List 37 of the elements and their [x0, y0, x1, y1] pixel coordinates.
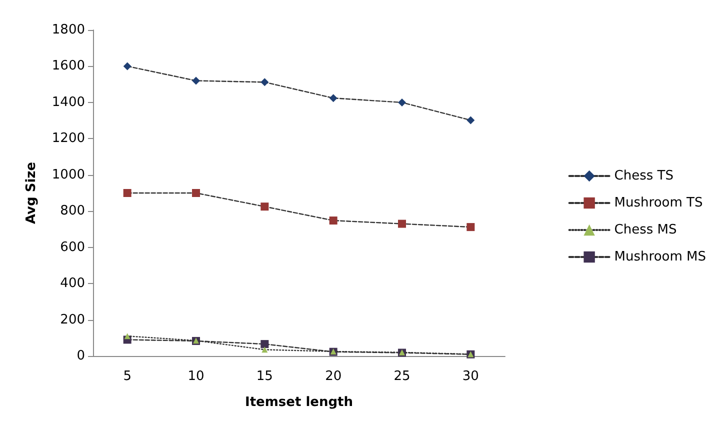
- point: [466, 116, 475, 124]
- point: [329, 216, 338, 225]
- point: [466, 223, 475, 232]
- y-tick-label: 1800: [52, 22, 85, 38]
- y-tick-label: 1400: [52, 94, 85, 110]
- point: [329, 94, 338, 102]
- point: [260, 78, 269, 86]
- y-tick-label: 1600: [52, 58, 85, 74]
- y-tick-label: 1200: [52, 131, 85, 146]
- legend-label: Mushroom MS: [614, 250, 706, 264]
- x-tick-label: 10: [188, 369, 204, 384]
- y-tick-label: 600: [60, 240, 85, 255]
- y-tick-label: 200: [60, 312, 85, 328]
- x-tick-label: 25: [394, 369, 410, 384]
- point: [398, 98, 406, 106]
- point: [262, 346, 268, 353]
- point: [398, 220, 406, 228]
- point: [260, 340, 269, 348]
- y-tick-label: 1000: [52, 167, 85, 182]
- point: [124, 333, 130, 340]
- x-tick-label: 20: [325, 369, 342, 384]
- x-tick-label: 30: [462, 369, 479, 384]
- x-tick-label: 15: [256, 369, 273, 384]
- point: [192, 76, 200, 85]
- point: [260, 202, 269, 211]
- y-tick-label: 0: [76, 348, 85, 364]
- y-axis-title: Avg Size: [24, 162, 39, 224]
- point: [123, 62, 132, 70]
- legend-label: Chess TS: [614, 168, 674, 184]
- point: [192, 189, 200, 197]
- point: [123, 189, 132, 197]
- x-tick-label: 5: [123, 369, 132, 384]
- y-tick-label: 400: [60, 276, 85, 292]
- x-axis-title: Itemset length: [244, 395, 354, 410]
- y-tick-label: 800: [60, 204, 85, 219]
- legend-label: Mushroom TS: [614, 196, 703, 210]
- legend-label: Chess MS: [614, 222, 677, 238]
